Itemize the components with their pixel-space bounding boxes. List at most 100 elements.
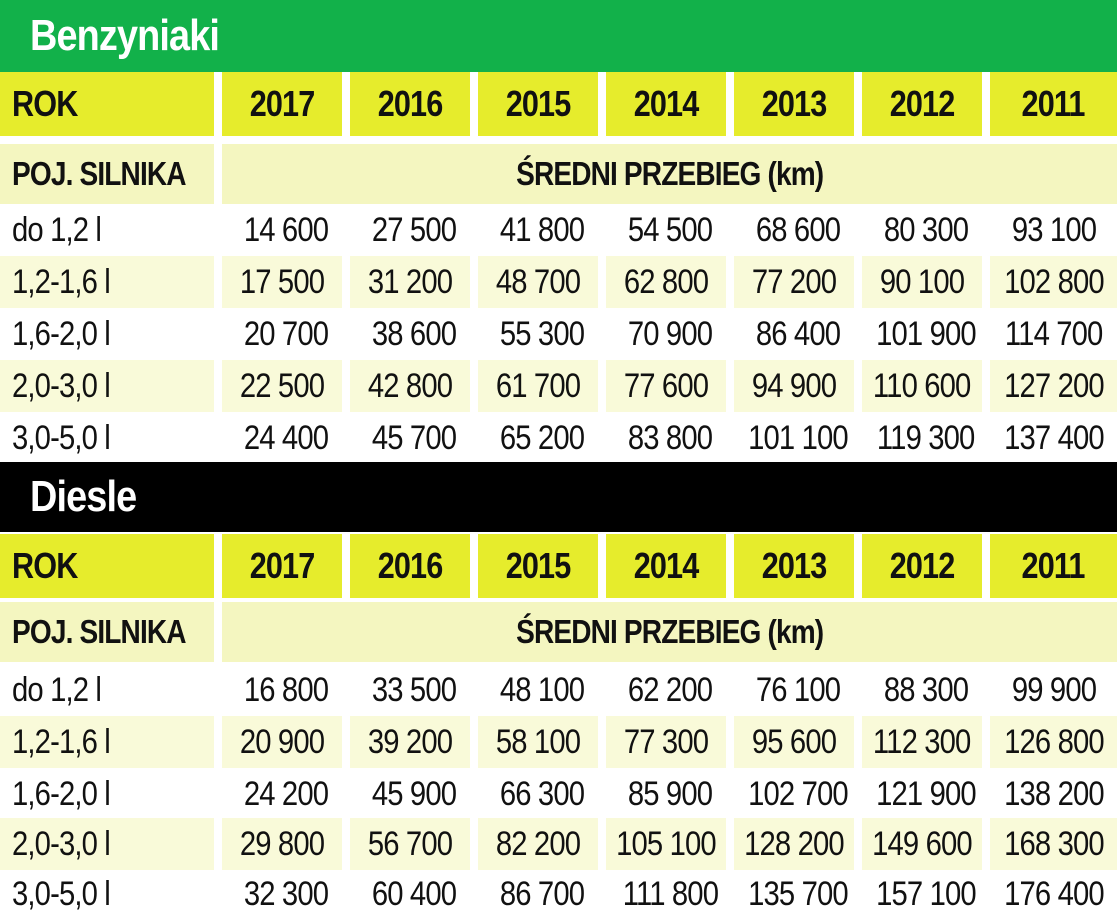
subheader-row: POJ. SILNIKA ŚREDNI PRZEBIEG (km)	[0, 602, 1117, 662]
engine-capacity-label: POJ. SILNIKA	[0, 602, 222, 662]
engine-capacity: do 1,2 l	[12, 210, 102, 249]
engine-capacity: do 1,2 l	[12, 670, 102, 709]
engine-capacity: 1,6-2,0 l	[12, 774, 111, 813]
mileage-value: 45 700	[371, 418, 457, 457]
subheader-row: POJ. SILNIKA ŚREDNI PRZEBIEG (km)	[0, 144, 1117, 204]
section-title: Benzyniaki	[30, 11, 220, 60]
mileage-value: 99 900	[1011, 670, 1096, 709]
mileage-value: 17 500	[222, 256, 350, 308]
mileage-value: 41 800	[499, 210, 585, 249]
mileage-value: 76 100	[755, 670, 841, 709]
mileage-value: 176 400	[1003, 874, 1105, 913]
mileage-value: 55 300	[499, 314, 585, 353]
year-header: 2012	[862, 72, 990, 136]
mileage-value: 119 300	[877, 418, 975, 457]
mileage-value: 138 200	[1003, 774, 1105, 813]
mileage-value: 111 800	[622, 874, 718, 913]
mileage-value: 77 600	[606, 360, 734, 412]
year-header: 2015	[478, 534, 606, 598]
mileage-value: 68 600	[755, 210, 841, 249]
table-row: 1,6-2,0 l 20 700 38 600 55 300 70 900 86…	[0, 308, 1117, 360]
mileage-value: 61 700	[478, 360, 606, 412]
mileage-value: 29 800	[222, 818, 350, 870]
mileage-value: 48 700	[478, 256, 606, 308]
table-row: 2,0-3,0 l 29 800 56 700 82 200 105 100 1…	[0, 818, 1117, 870]
mileage-value: 58 100	[478, 716, 606, 768]
section-header-petrol: Benzyniaki	[0, 0, 1117, 72]
mileage-value: 88 300	[883, 670, 969, 709]
year-header: 2011	[990, 534, 1117, 598]
table-row: 2,0-3,0 l 22 500 42 800 61 700 77 600 94…	[0, 360, 1117, 412]
year-label: ROK	[0, 534, 222, 598]
year-row: ROK 2017 2016 2015 2014 2013 2012 2011	[0, 72, 1117, 136]
section-title: Diesle	[30, 472, 137, 521]
average-mileage-label: ŚREDNI PRZEBIEG (km)	[222, 602, 1117, 662]
year-label: ROK	[0, 72, 222, 136]
mileage-value: 60 400	[371, 874, 457, 913]
mileage-value: 65 200	[499, 418, 585, 457]
mileage-value: 110 600	[862, 360, 990, 412]
table-row: 1,2-1,6 l 17 500 31 200 48 700 62 800 77…	[0, 256, 1117, 308]
mileage-value: 137 400	[1003, 418, 1105, 457]
year-header: 2016	[350, 72, 478, 136]
engine-capacity: 3,0-5,0 l	[12, 874, 111, 913]
year-header: 2016	[350, 534, 478, 598]
table-row: 3,0-5,0 l 24 400 45 700 65 200 83 800 10…	[0, 412, 1117, 464]
mileage-value: 77 300	[606, 716, 734, 768]
mileage-value: 77 200	[734, 256, 862, 308]
mileage-value: 80 300	[883, 210, 969, 249]
mileage-value: 70 900	[627, 314, 713, 353]
mileage-value: 62 800	[606, 256, 734, 308]
year-header: 2017	[222, 534, 350, 598]
mileage-value: 121 900	[876, 774, 977, 813]
mileage-value: 93 100	[1011, 210, 1096, 249]
section-header-diesel: Diesle	[0, 462, 1117, 532]
mileage-value: 32 300	[243, 874, 329, 913]
mileage-value: 135 700	[748, 874, 849, 913]
mileage-value: 48 100	[499, 670, 585, 709]
mileage-value: 82 200	[478, 818, 606, 870]
mileage-value: 24 400	[243, 418, 329, 457]
mileage-value: 94 900	[734, 360, 862, 412]
year-header: 2015	[478, 72, 606, 136]
mileage-value: 14 600	[243, 210, 329, 249]
mileage-value: 168 300	[990, 818, 1117, 870]
table-row: 3,0-5,0 l 32 300 60 400 86 700 111 800 1…	[0, 868, 1117, 920]
mileage-value: 83 800	[627, 418, 713, 457]
mileage-value: 33 500	[371, 670, 457, 709]
table-row: 1,2-1,6 l 20 900 39 200 58 100 77 300 95…	[0, 716, 1117, 768]
mileage-value: 86 400	[755, 314, 841, 353]
engine-capacity: 1,2-1,6 l	[0, 716, 222, 768]
mileage-value: 128 200	[734, 818, 862, 870]
mileage-value: 24 200	[243, 774, 329, 813]
mileage-value: 66 300	[499, 774, 585, 813]
engine-capacity: 2,0-3,0 l	[0, 818, 222, 870]
mileage-value: 105 100	[606, 818, 734, 870]
engine-capacity: 3,0-5,0 l	[12, 418, 111, 457]
mileage-value: 85 900	[627, 774, 713, 813]
year-header: 2014	[606, 534, 734, 598]
table-row: do 1,2 l 14 600 27 500 41 800 54 500 68 …	[0, 204, 1117, 256]
mileage-value: 54 500	[627, 210, 713, 249]
table-row: 1,6-2,0 l 24 200 45 900 66 300 85 900 10…	[0, 768, 1117, 820]
year-header: 2017	[222, 72, 350, 136]
mileage-value: 112 300	[862, 716, 990, 768]
engine-capacity: 1,6-2,0 l	[12, 314, 111, 353]
engine-capacity: 1,2-1,6 l	[0, 256, 222, 308]
mileage-value: 126 800	[990, 716, 1117, 768]
mileage-value: 20 900	[222, 716, 350, 768]
mileage-value: 31 200	[350, 256, 478, 308]
year-header: 2012	[862, 534, 990, 598]
mileage-value: 127 200	[990, 360, 1117, 412]
year-header: 2013	[734, 72, 862, 136]
mileage-value: 101 900	[876, 314, 977, 353]
mileage-value: 95 600	[734, 716, 862, 768]
mileage-value: 20 700	[243, 314, 329, 353]
mileage-value: 114 700	[1004, 314, 1103, 353]
mileage-value: 90 100	[862, 256, 990, 308]
mileage-value: 27 500	[371, 210, 457, 249]
mileage-value: 16 800	[243, 670, 329, 709]
average-mileage-label: ŚREDNI PRZEBIEG (km)	[222, 144, 1117, 204]
engine-capacity: 2,0-3,0 l	[0, 360, 222, 412]
mileage-value: 86 700	[499, 874, 585, 913]
